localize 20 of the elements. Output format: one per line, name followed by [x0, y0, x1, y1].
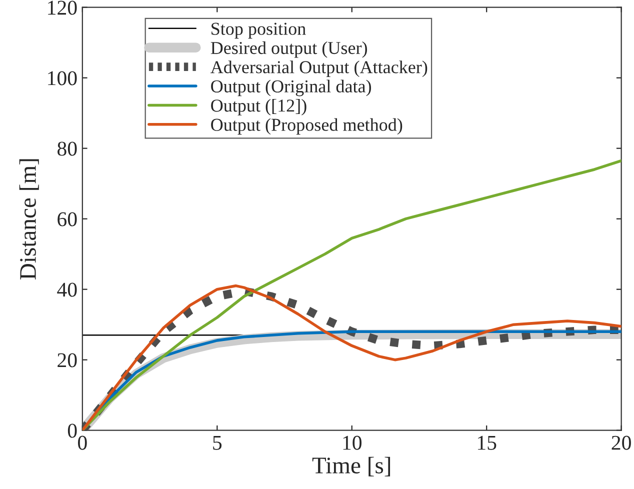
legend-label: Stop position: [212, 22, 306, 39]
x-tick-label: 15: [478, 436, 496, 450]
legend-label: Desired output (User): [210, 41, 367, 58]
legend-label: Adversarial Output (Attacker): [210, 60, 428, 77]
y-tick-label: 60: [58, 212, 77, 226]
x-tick-label: 5: [213, 436, 222, 450]
y-tick-label: 80: [58, 142, 77, 156]
y-tick-label: 100: [48, 71, 77, 86]
legend-label: Output (Proposed method): [211, 118, 402, 135]
legend-label: Output ([12]): [211, 99, 306, 116]
y-tick-label: 120: [48, 0, 77, 15]
x-tick-label: 20: [612, 436, 631, 450]
legend-label: Output (Original data): [211, 80, 371, 96]
y-tick-label: 20: [58, 353, 77, 368]
y-axis-title: Distance [m]: [19, 159, 39, 280]
x-tick-label: 10: [343, 436, 362, 450]
x-axis-title: Time [s]: [312, 456, 390, 476]
x-tick-label: 0: [78, 436, 87, 450]
y-tick-label: 40: [57, 282, 77, 297]
y-tick-label: 0: [68, 424, 77, 438]
